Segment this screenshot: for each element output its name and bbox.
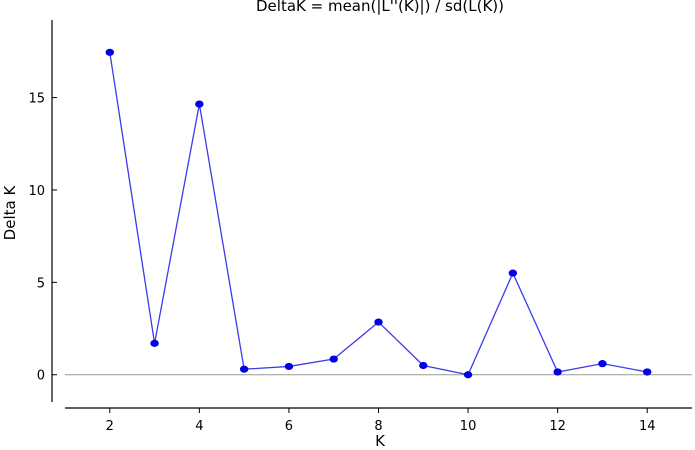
y-tick-label: 10 (28, 184, 45, 199)
x-tick-label: 14 (639, 419, 656, 434)
series-line (109, 52, 648, 376)
data-point (329, 355, 338, 363)
data-point (419, 361, 428, 370)
x-tick-label: 8 (374, 419, 382, 434)
data-point (284, 362, 294, 371)
chart-title: DeltaK = mean(|L''(K)|) / sd(L(K)) (256, 0, 504, 15)
x-tick-label: 12 (549, 419, 566, 434)
data-point (239, 365, 249, 373)
x-tick-label: 2 (106, 419, 114, 434)
y-axis-ticks: 0 5 10 15 (28, 92, 57, 384)
data-points (105, 48, 652, 379)
x-axis-ticks: 2 4 6 8 10 12 14 (106, 408, 656, 434)
data-point (105, 48, 114, 56)
y-tick-label: 5 (37, 276, 45, 291)
x-tick-label: 10 (460, 419, 477, 434)
data-point (553, 368, 562, 376)
x-tick-label: 4 (195, 419, 203, 434)
data-point (150, 339, 159, 347)
data-point (463, 371, 473, 379)
y-axis-label: Delta K (1, 185, 19, 241)
y-tick-label: 0 (37, 369, 45, 384)
x-axis-label: K (375, 432, 386, 450)
data-point (508, 269, 518, 277)
x-tick-label: 6 (285, 419, 293, 434)
data-point (195, 100, 204, 108)
data-point (598, 360, 607, 368)
data-point (643, 368, 652, 376)
data-point (374, 318, 383, 326)
y-tick-label: 15 (28, 92, 45, 107)
